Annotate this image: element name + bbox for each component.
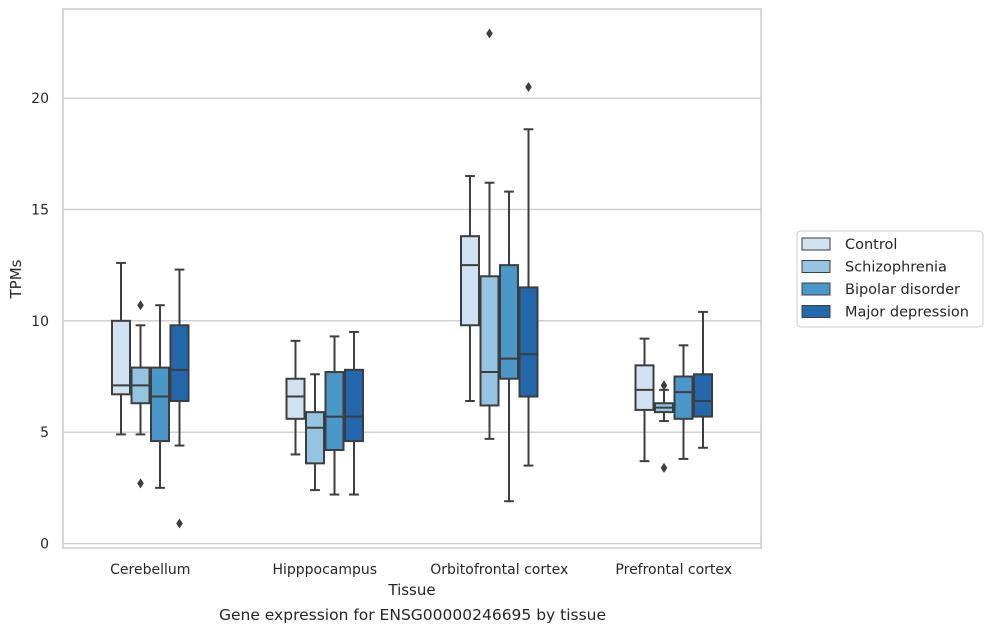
box-1-1 xyxy=(305,373,325,492)
x-tick-label-2: Orbitofrontal cortex xyxy=(430,562,568,578)
legend-swatch-2 xyxy=(801,282,831,296)
x-tick-label-0: Cerebellum xyxy=(110,562,190,578)
legend: Control Schizophrenia Bipolar disorder Majo… xyxy=(796,230,984,328)
y-axis-label: TPMs xyxy=(7,259,25,299)
y-tick-label-15: 15 xyxy=(31,202,49,218)
box-0-0 xyxy=(111,261,131,436)
box-2-1 xyxy=(324,335,345,496)
plot-frame xyxy=(62,8,762,549)
iqr-box xyxy=(460,235,480,327)
y-tick-label-0: 0 xyxy=(40,537,49,553)
x-axis-label: Tissue xyxy=(387,581,435,599)
iqr-box xyxy=(305,411,325,465)
iqr-box xyxy=(111,319,131,396)
legend-swatch-1 xyxy=(801,260,831,273)
iqr-box xyxy=(344,368,364,443)
x-axis-ticks: Cerebellum Hipppocampus Orbitofrontal cort… xyxy=(110,562,732,578)
legend-label-3: Major depression xyxy=(845,305,969,321)
iqr-box xyxy=(499,264,519,380)
legend-label-1: Schizophrenia xyxy=(845,260,947,276)
box-1-2 xyxy=(479,28,500,440)
box-2-3 xyxy=(673,344,694,460)
iqr-box xyxy=(693,373,713,418)
iqr-box xyxy=(518,286,539,398)
box-2-0 xyxy=(150,304,170,489)
iqr-box xyxy=(150,366,170,443)
box-2-2 xyxy=(499,190,519,503)
outlier-point xyxy=(137,478,144,489)
outlier-point xyxy=(660,462,668,473)
x-tick-label-3: Prefrontal cortex xyxy=(615,562,732,578)
box-0-1 xyxy=(285,339,306,456)
legend-swatch-3 xyxy=(801,305,831,318)
iqr-box xyxy=(285,377,306,420)
box-1-3 xyxy=(654,380,674,473)
box-3-0 xyxy=(169,268,190,529)
outlier-point xyxy=(176,518,183,529)
iqr-box xyxy=(169,324,190,403)
y-tick-label-5: 5 xyxy=(40,425,49,441)
y-tick-label-20: 20 xyxy=(31,91,49,107)
grid-lines xyxy=(63,97,761,545)
iqr-box xyxy=(634,364,655,411)
outlier-point xyxy=(525,81,532,92)
outlier-point xyxy=(660,380,668,391)
box-3-2 xyxy=(518,81,539,467)
chart-caption: Gene expression for ENSG00000246695 by t… xyxy=(218,606,607,624)
y-axis-ticks: 0 5 10 15 20 xyxy=(31,91,49,552)
box-0-2 xyxy=(460,175,480,402)
legend-frame xyxy=(796,230,984,328)
iqr-box xyxy=(324,371,345,451)
box-3-3 xyxy=(693,310,713,449)
outlier-point xyxy=(486,28,493,39)
box-0-3 xyxy=(634,337,655,463)
iqr-box xyxy=(479,275,500,407)
iqr-box xyxy=(673,375,694,420)
y-tick-label-10: 10 xyxy=(31,314,49,330)
box-1-0 xyxy=(130,300,151,489)
x-tick-label-1: Hipppocampus xyxy=(272,562,377,578)
legend-label-0: Control xyxy=(845,237,897,253)
legend-swatch-0 xyxy=(801,237,831,251)
box-3-1 xyxy=(344,330,364,496)
box-plots xyxy=(111,28,713,529)
outlier-point xyxy=(137,300,144,311)
legend-label-2: Bipolar disorder xyxy=(845,282,960,298)
